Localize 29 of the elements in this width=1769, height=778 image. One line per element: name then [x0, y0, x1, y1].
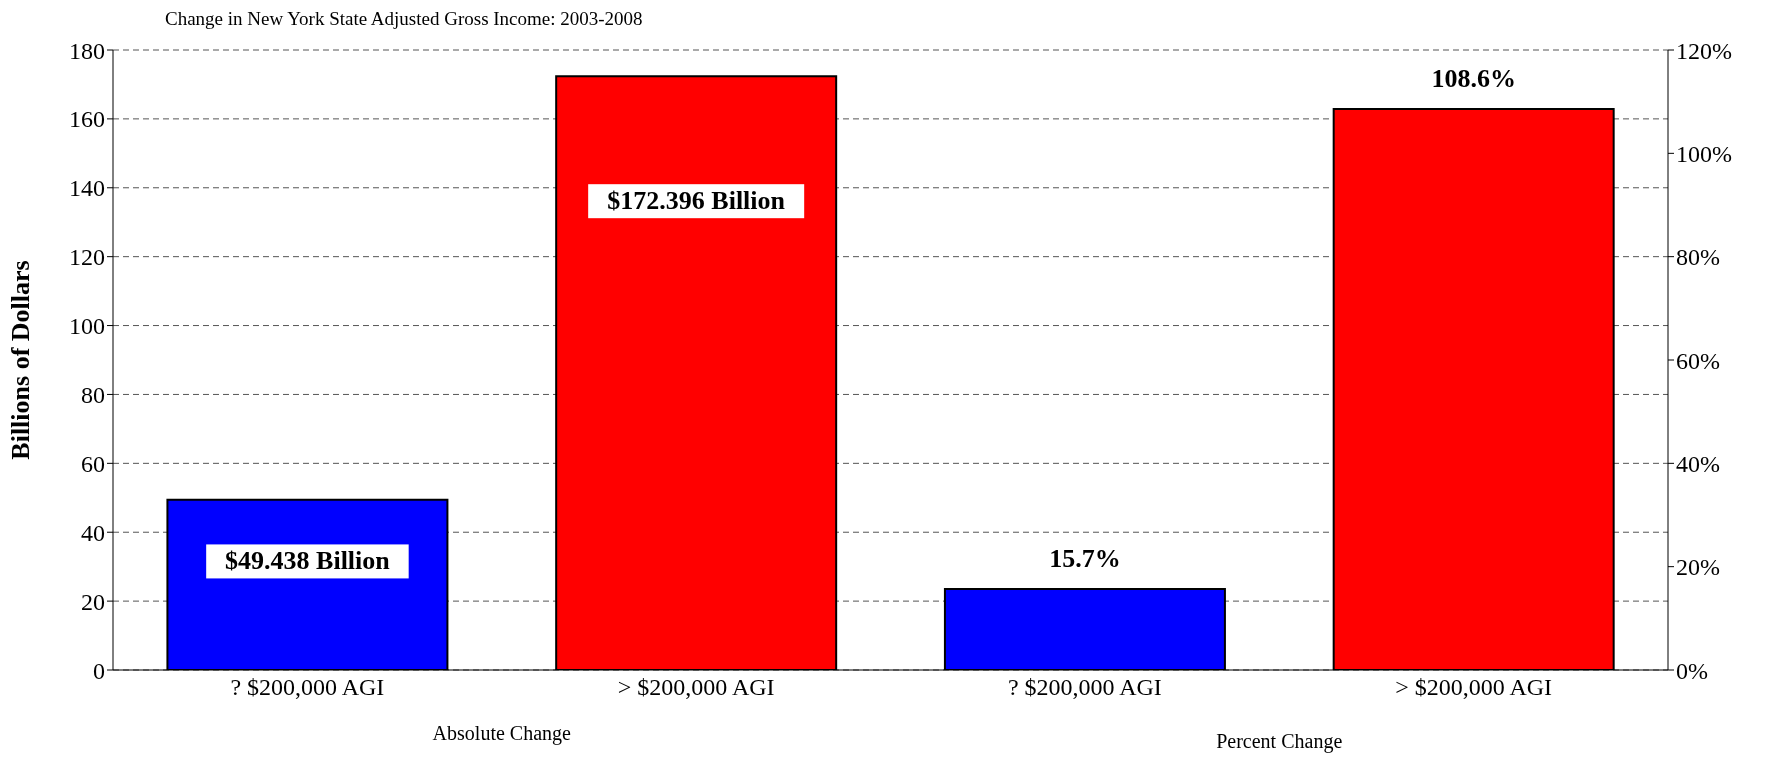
y2-tick-label: 120%: [1676, 37, 1732, 64]
chart-title: Change in New York State Adjusted Gross Income: 2003-2008: [164, 8, 644, 30]
y-tick-label: 0: [93, 657, 105, 684]
text: Absolute Change: [431, 722, 572, 745]
y2-tick-label: 80%: [1676, 244, 1720, 271]
x-tick-label: ? $200,000 AGI: [1007, 674, 1162, 701]
x-tick-label: > $200,000 AGI: [617, 674, 775, 701]
y-tick-label: 160: [69, 106, 105, 133]
x-tick-label: ? $200,000 AGI: [230, 674, 385, 701]
data-label: $172.396 Billion: [607, 186, 786, 216]
y2-tick-label: 60%: [1676, 347, 1720, 374]
y-tick-label: 60: [81, 450, 105, 477]
y-tick-label: 80: [81, 381, 105, 408]
y-tick-label: 120: [69, 244, 105, 271]
y-tick-label: 180: [69, 37, 105, 64]
x-tick-label: > $200,000 AGI: [1395, 674, 1553, 701]
data-label: 108.6%: [1431, 63, 1516, 93]
y2-tick-label: 100%: [1676, 140, 1732, 167]
y2-tick-label: 0%: [1676, 657, 1708, 684]
text: Percent Change: [1215, 730, 1344, 753]
data-label: 15.7%: [1049, 543, 1121, 573]
data-label: $49.438 Billion: [225, 546, 391, 576]
y-tick-label: 100: [69, 313, 105, 340]
y-tick-label: 40: [81, 519, 105, 546]
y2-tick-label: 40%: [1676, 450, 1720, 477]
y-tick-label: 20: [81, 588, 105, 615]
y-tick-label: 140: [69, 175, 105, 202]
y2-tick-label: 20%: [1676, 554, 1720, 581]
y-axis-title: Billions of Dollars: [6, 260, 36, 460]
